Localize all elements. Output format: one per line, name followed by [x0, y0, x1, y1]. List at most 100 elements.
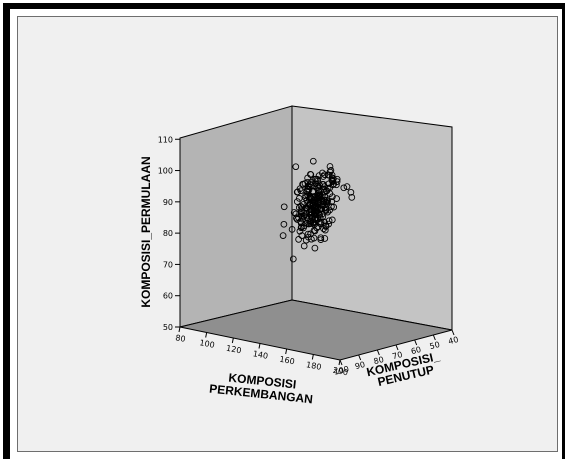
penutup-tick-mark — [414, 339, 418, 346]
scatter-point — [318, 205, 326, 213]
scatter-point — [299, 215, 306, 223]
window-border-right — [562, 3, 565, 459]
perkembangan-tick-mark — [178, 326, 181, 333]
penutup-tick-label: 40 — [447, 335, 459, 346]
scatter-point — [321, 219, 328, 226]
perkembangan-tick-label: 100 — [199, 338, 216, 350]
scatter-point — [300, 242, 308, 250]
scatter-point — [309, 157, 317, 165]
scatter-point — [310, 193, 318, 200]
scatter-point — [319, 169, 326, 177]
scatter-point — [303, 196, 311, 204]
scatter-point — [307, 181, 315, 189]
vertical-tick-label: 80 — [163, 229, 173, 238]
scatter-point — [288, 226, 296, 233]
scatter-point — [296, 185, 304, 193]
penutup-tick-mark — [339, 359, 343, 366]
scatter-point — [290, 209, 298, 216]
data-points — [279, 157, 356, 263]
scatter-point — [328, 216, 336, 224]
penutup-tick-mark — [358, 354, 362, 361]
scatter-point — [307, 208, 315, 216]
vertical-tick-label: 50 — [163, 323, 173, 332]
window-border-left — [3, 3, 10, 459]
scatter-point — [347, 188, 355, 196]
vertical-tick-label: 90 — [163, 198, 173, 207]
scatter-point — [333, 178, 341, 185]
perkembangan-tick-label: 120 — [225, 344, 242, 356]
scatter-point — [298, 232, 306, 239]
scatter-point — [321, 235, 329, 242]
scatter-point — [297, 218, 304, 225]
perkembangan-tick-label: 180 — [305, 360, 322, 372]
scatter-point — [307, 217, 315, 225]
penutup-tick-label: 100 — [333, 364, 350, 376]
scatter-point — [333, 195, 340, 202]
scatter-point — [304, 191, 311, 199]
scatter-point — [343, 183, 351, 190]
penutup-axis-ticks: 100 90 80 70 60 50 40 — [333, 329, 459, 377]
vertical-axis-title: KOMPOSISI_PERMULAAN — [139, 156, 153, 307]
perkembangan-tick-label: 160 — [279, 355, 296, 367]
scatter-point — [295, 236, 302, 243]
vertical-tick-label: 70 — [163, 260, 173, 269]
scatter-point — [317, 236, 325, 243]
vertical-tick-label: 100 — [158, 167, 173, 176]
scatter-point — [320, 185, 328, 193]
penutup-tick-mark — [395, 344, 399, 351]
scatter-point — [320, 181, 327, 188]
penutup-tick-mark — [432, 334, 436, 341]
scatter-point — [307, 170, 314, 178]
scatter-point — [297, 203, 305, 210]
perkembangan-axis-title: KOMPOSISI PERKEMBANGAN — [209, 371, 314, 407]
penutup-tick-label: 90 — [354, 360, 366, 371]
scatter-point — [306, 201, 314, 208]
scatter-point — [321, 226, 329, 234]
perkembangan-tick-label: 80 — [175, 333, 187, 344]
scatter-point — [327, 167, 335, 174]
vertical-tick-label: 60 — [163, 292, 173, 301]
scatter-point — [311, 244, 319, 252]
scatter-point — [293, 198, 301, 205]
scatter-point — [296, 227, 304, 235]
scatter-point — [325, 217, 333, 225]
scatter-point — [302, 204, 310, 212]
penutup-tick-label: 70 — [391, 350, 403, 361]
perkembangan-tick-label: 200 — [332, 366, 349, 378]
scatter-point — [340, 184, 348, 192]
scatter-point — [316, 211, 323, 219]
perkembangan-tick-mark — [311, 354, 314, 360]
scatter-point — [315, 191, 323, 199]
scatter-point — [328, 171, 336, 179]
scatter-point — [308, 178, 316, 186]
window-border-top — [3, 3, 565, 9]
scatter-point — [310, 227, 318, 234]
scatter-point — [330, 180, 338, 188]
vertical-axis-ticks: 50 60 70 80 90 100 110 — [158, 135, 180, 332]
scatter-point — [280, 220, 288, 228]
left-back-wall — [179, 105, 293, 328]
scatter-point — [292, 163, 300, 171]
penutup-tick-label: 50 — [429, 340, 441, 351]
scatter-point — [319, 173, 327, 180]
scatter-point — [301, 211, 309, 219]
perkembangan-tick-mark — [205, 332, 208, 338]
scatter-point — [302, 236, 310, 244]
scatter-point — [280, 203, 288, 211]
scatter-point — [328, 203, 335, 210]
penutup-tick-label: 60 — [410, 345, 422, 356]
scatter-point — [309, 219, 317, 227]
scatter-point — [326, 190, 334, 197]
penutup-tick-label: 80 — [373, 355, 385, 366]
scatter-point — [325, 180, 333, 188]
vertical-tick-label: 110 — [158, 135, 173, 144]
scatter-point — [326, 168, 334, 176]
perkembangan-tick-mark — [285, 348, 288, 355]
perkembangan-tick-mark — [231, 337, 234, 344]
penutup-axis-title: KOMPOSISI_ PENUTUP — [365, 349, 441, 389]
scatter-point — [310, 219, 318, 226]
scatter-point — [289, 255, 297, 263]
scatter-point — [300, 224, 307, 232]
scatter-point — [279, 232, 287, 239]
